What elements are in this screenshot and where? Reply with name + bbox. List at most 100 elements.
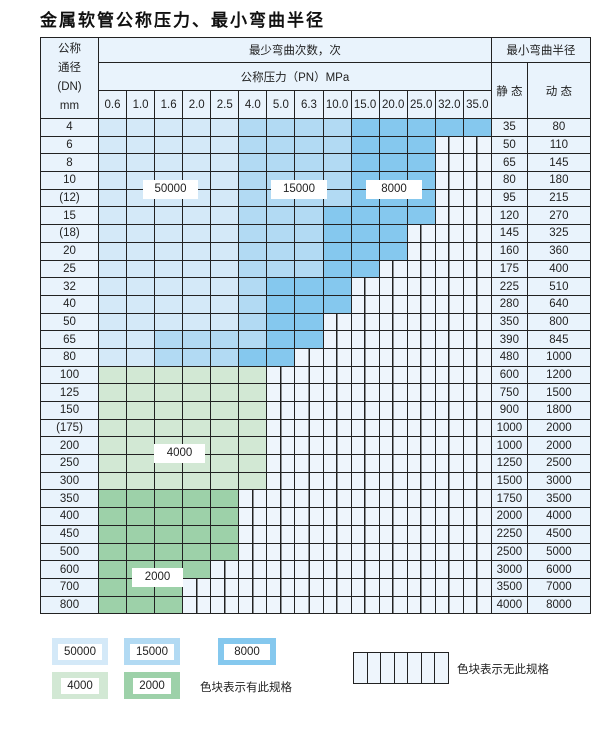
empty-spec-cell [266, 454, 296, 473]
static-radius-cell: 35 [490, 118, 528, 137]
empty-spec-cell [350, 418, 380, 438]
dn-cell: 400 [40, 507, 99, 526]
empty-spec-cell [378, 312, 408, 332]
spec-cell-50000 [154, 277, 184, 296]
dn-cell: 20 [40, 241, 99, 261]
dynamic-radius-cell: 510 [526, 277, 591, 296]
dynamic-radius-cell: 7000 [526, 577, 591, 597]
table-row: 100 600 1200 [40, 365, 591, 385]
spec-cell-15000 [322, 171, 352, 190]
empty-spec-cell [322, 418, 352, 438]
dynamic-radius-cell: 8000 [526, 595, 591, 615]
dynamic-radius-cell: 640 [526, 294, 591, 314]
empty-spec-cell [350, 330, 380, 349]
spec-cell-50000 [182, 312, 212, 332]
empty-spec-cell [266, 471, 296, 491]
static-radius-cell: 1250 [490, 454, 528, 473]
pressure-column-header: 2.5 [210, 90, 240, 119]
empty-spec-cell [406, 507, 436, 526]
spec-cell-4000 [238, 418, 268, 438]
dn-cell: (12) [40, 188, 99, 208]
dynamic-radius-cell: 4000 [526, 507, 591, 526]
empty-spec-cell [462, 206, 492, 226]
legend-label: 2000 [133, 677, 171, 694]
spec-cell-8000 [294, 330, 324, 349]
spec-cell-2000 [182, 542, 212, 562]
spec-cell-50000 [126, 259, 156, 279]
static-radius-cell: 1750 [490, 489, 528, 509]
spec-cell-8000 [350, 259, 380, 279]
spec-cell-15000 [266, 118, 296, 137]
spec-cell-8000 [238, 347, 268, 367]
static-header: 静 态 [490, 62, 528, 119]
spec-cell-8000 [322, 241, 352, 261]
spec-cell-50000 [210, 153, 240, 173]
spec-cell-50000 [97, 347, 128, 367]
empty-spec-cell [378, 454, 408, 473]
spec-cell-50000 [210, 206, 240, 226]
static-radius-cell: 1500 [490, 471, 528, 491]
dn-cell: 500 [40, 542, 99, 562]
dynamic-radius-cell: 1200 [526, 365, 591, 385]
empty-spec-cell [238, 489, 268, 509]
static-radius-cell: 390 [490, 330, 528, 349]
radius-header: 最小弯曲半径 [490, 37, 591, 63]
empty-spec-cell [322, 471, 352, 491]
empty-spec-cell [378, 383, 408, 402]
empty-spec-cell [434, 595, 464, 615]
empty-spec-cell [322, 330, 352, 349]
dynamic-radius-cell: 4500 [526, 524, 591, 544]
empty-spec-cell [294, 471, 324, 491]
spec-cell-50000 [210, 118, 240, 137]
spec-cell-15000 [238, 188, 268, 208]
dn-cell: 250 [40, 454, 99, 473]
spec-cell-50000 [97, 135, 128, 155]
static-radius-cell: 900 [490, 401, 528, 420]
legend-label: 8000 [224, 643, 270, 660]
spec-cell-4000 [97, 471, 128, 491]
dn-cell: 10 [40, 171, 99, 190]
spec-cell-8000 [406, 153, 436, 173]
empty-spec-cell [350, 294, 380, 314]
empty-spec-cell [322, 489, 352, 509]
spec-cell-4000 [126, 471, 156, 491]
dn-cell: 350 [40, 489, 99, 509]
dynamic-radius-cell: 180 [526, 171, 591, 190]
empty-spec-cell [350, 560, 380, 579]
spec-cell-15000 [266, 153, 296, 173]
spec-cell-15000 [238, 135, 268, 155]
spec-cell-50000 [154, 118, 184, 137]
pressure-column-header: 32.0 [434, 90, 464, 119]
empty-spec-cell [462, 277, 492, 296]
spec-cell-15000 [182, 347, 212, 367]
empty-spec-cell [294, 347, 324, 367]
empty-spec-cell [462, 471, 492, 491]
empty-spec-cell [350, 577, 380, 597]
spec-cell-50000 [210, 241, 240, 261]
table-row: 300 1500 3000 [40, 471, 591, 491]
empty-spec-cell [238, 542, 268, 562]
spec-cell-15000 [294, 241, 324, 261]
empty-spec-cell [406, 489, 436, 509]
empty-spec-cell [294, 436, 324, 456]
spec-cell-50000 [97, 241, 128, 261]
empty-spec-cell [434, 418, 464, 438]
dynamic-radius-cell: 110 [526, 135, 591, 155]
pressure-header: 公称压力（PN）MPa [98, 62, 492, 91]
spec-cell-50000 [126, 330, 156, 349]
spec-cell-50000 [182, 277, 212, 296]
pressure-column-header: 2.0 [182, 90, 212, 119]
pressure-radius-table: 公称 通径 (DN) mm 最少弯曲次数，次 最小弯曲半径 公称压力（PN）MP… [40, 37, 591, 615]
empty-spec-cell [350, 277, 380, 296]
spec-cell-8000 [322, 224, 352, 243]
empty-spec-cell [350, 454, 380, 473]
spec-cell-4000 [210, 471, 240, 491]
empty-spec-cell [322, 365, 352, 385]
spec-cell-8000 [266, 330, 296, 349]
empty-spec-cell [322, 524, 352, 544]
empty-spec-cell [462, 507, 492, 526]
empty-spec-cell [266, 507, 296, 526]
spec-cell-4000 [154, 471, 184, 491]
empty-spec-cell [406, 418, 436, 438]
spec-cell-8000 [378, 206, 408, 226]
